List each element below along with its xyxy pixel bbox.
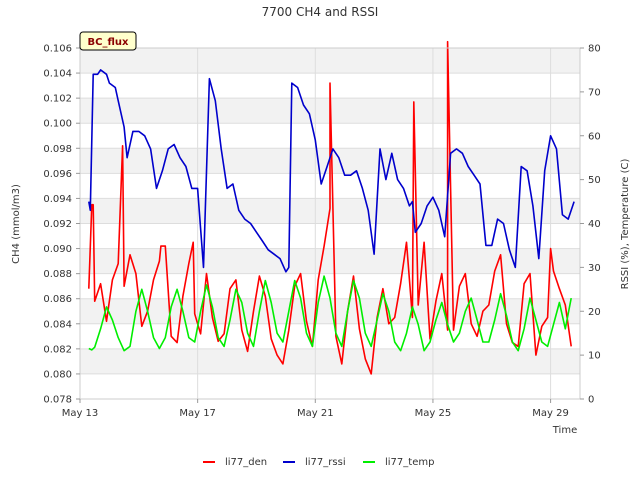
y-right-tick-label: 80 xyxy=(588,44,601,55)
x-tick-label: May 13 xyxy=(62,408,99,419)
y-left-tick-label: 0.088 xyxy=(43,269,72,280)
x-tick-label: May 21 xyxy=(297,408,334,419)
x-tick-label: May 29 xyxy=(532,408,569,419)
plot-band xyxy=(80,248,580,274)
y-left-tick-label: 0.078 xyxy=(43,395,72,406)
y-left-tick-label: 0.080 xyxy=(43,369,72,380)
y-right-tick-label: 0 xyxy=(588,395,594,406)
y-left-tick-label: 0.106 xyxy=(43,44,72,55)
legend-label-li77_rssi: li77_rssi xyxy=(305,457,346,468)
plot-band xyxy=(80,48,580,74)
series-line-li77_temp xyxy=(88,275,572,352)
y-left-tick-label: 0.090 xyxy=(43,244,72,255)
y-right-tick-label: 50 xyxy=(588,175,601,186)
x-axis-label: Time xyxy=(552,425,577,436)
y-left-tick-label: 0.086 xyxy=(43,294,72,305)
y-left-tick-label: 0.100 xyxy=(43,119,72,130)
y-right-tick-label: 60 xyxy=(588,131,601,142)
site-badge-box xyxy=(79,31,137,51)
y-left-tick-label: 0.098 xyxy=(43,144,72,155)
y-right-tick-label: 20 xyxy=(588,307,601,318)
x-tick-label: May 25 xyxy=(415,408,452,419)
y-left-tick-label: 0.084 xyxy=(43,319,72,330)
y-right-tick-label: 30 xyxy=(588,263,601,274)
legend-label-li77_temp: li77_temp xyxy=(385,457,434,468)
y-left-tick-label: 0.104 xyxy=(43,69,72,80)
y-left-tick-label: 0.102 xyxy=(43,94,72,105)
legend: li77_den li77_rssi li77_temp xyxy=(203,457,434,468)
y-right-tick-label: 10 xyxy=(588,351,601,362)
y-left-tick-label: 0.092 xyxy=(43,219,72,230)
y-left-tick-label: 0.094 xyxy=(43,194,72,205)
y-left-axis-label: CH4 (mmol/m3) xyxy=(11,184,22,264)
axes: 0.078 0.080 0.082 0.084 0.086 0.088 0.090 0.092… xyxy=(43,44,600,420)
y-left-tick-label: 0.082 xyxy=(43,344,72,355)
plot-band xyxy=(80,348,580,374)
legend-label-li77_den: li77_den xyxy=(225,457,267,468)
site-badge-label: BC_flux xyxy=(88,37,129,48)
x-tick-label: May 17 xyxy=(179,408,216,419)
y-right-axis-label: RSSI (%), Temperature (C) xyxy=(620,159,631,290)
series-line-li77_rssi xyxy=(88,69,575,273)
plot-series xyxy=(88,40,575,375)
y-left-tick-label: 0.096 xyxy=(43,169,72,180)
y-right-tick-label: 40 xyxy=(588,219,601,230)
site-badge: BC_flux xyxy=(79,31,137,51)
y-right-tick-label: 70 xyxy=(588,87,601,98)
chart-title: 7700 CH4 and RSSI xyxy=(262,5,379,19)
series-line-li77_den xyxy=(88,40,572,375)
